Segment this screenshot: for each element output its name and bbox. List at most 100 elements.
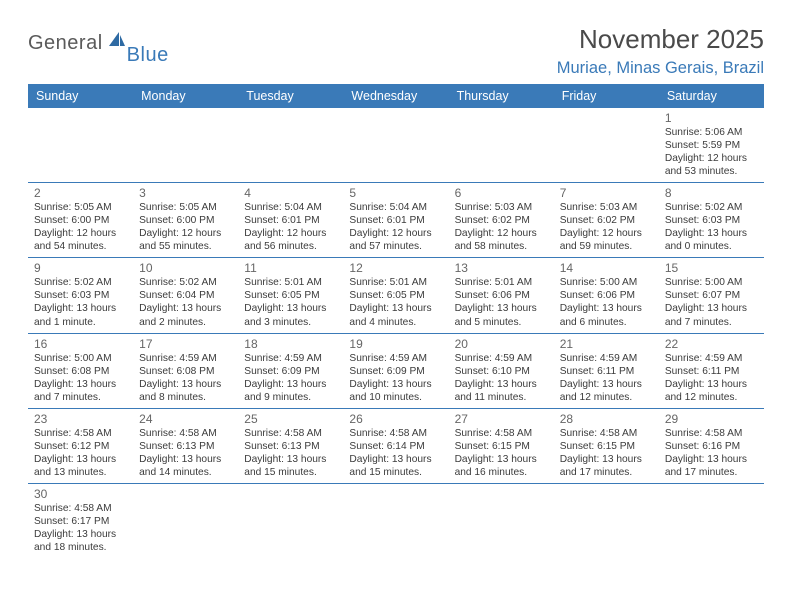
day-cell: 3Sunrise: 5:05 AMSunset: 6:00 PMDaylight… [133,183,238,257]
daylight-text-1: Daylight: 13 hours [34,528,127,541]
daylight-text-1: Daylight: 13 hours [244,378,337,391]
sunset-text: Sunset: 6:16 PM [665,440,758,453]
daylight-text-1: Daylight: 13 hours [139,302,232,315]
day-number: 10 [139,261,232,275]
sunrise-text: Sunrise: 4:58 AM [139,427,232,440]
day-info: Sunrise: 5:00 AMSunset: 6:06 PMDaylight:… [560,276,653,328]
sunset-text: Sunset: 6:11 PM [665,365,758,378]
daylight-text-2: and 13 minutes. [34,466,127,479]
daylight-text-2: and 8 minutes. [139,391,232,404]
daylight-text-2: and 18 minutes. [34,541,127,554]
daylight-text-1: Daylight: 13 hours [560,378,653,391]
day-info: Sunrise: 4:58 AMSunset: 6:14 PMDaylight:… [349,427,442,479]
day-cell: 8Sunrise: 5:02 AMSunset: 6:03 PMDaylight… [659,183,764,257]
sunset-text: Sunset: 6:10 PM [455,365,548,378]
sunrise-text: Sunrise: 4:58 AM [665,427,758,440]
daylight-text-1: Daylight: 13 hours [349,453,442,466]
daylight-text-1: Daylight: 12 hours [455,227,548,240]
day-cell: 30Sunrise: 4:58 AMSunset: 6:17 PMDayligh… [28,484,133,558]
sunset-text: Sunset: 6:06 PM [560,289,653,302]
day-cell: 25Sunrise: 4:58 AMSunset: 6:13 PMDayligh… [238,409,343,483]
daylight-text-1: Daylight: 12 hours [34,227,127,240]
daylight-text-2: and 58 minutes. [455,240,548,253]
day-number: 17 [139,337,232,351]
day-number: 26 [349,412,442,426]
location: Muriae, Minas Gerais, Brazil [557,59,764,78]
day-number: 3 [139,186,232,200]
sunset-text: Sunset: 6:05 PM [244,289,337,302]
sunrise-text: Sunrise: 5:02 AM [665,201,758,214]
day-header: Saturday [659,84,764,108]
sunrise-text: Sunrise: 4:59 AM [560,352,653,365]
daylight-text-1: Daylight: 13 hours [560,302,653,315]
day-info: Sunrise: 4:59 AMSunset: 6:11 PMDaylight:… [665,352,758,404]
day-header: Tuesday [238,84,343,108]
day-cell: 10Sunrise: 5:02 AMSunset: 6:04 PMDayligh… [133,258,238,332]
day-info: Sunrise: 5:05 AMSunset: 6:00 PMDaylight:… [139,201,232,253]
sunset-text: Sunset: 6:13 PM [139,440,232,453]
sunrise-text: Sunrise: 4:59 AM [665,352,758,365]
sunset-text: Sunset: 6:06 PM [455,289,548,302]
daylight-text-1: Daylight: 13 hours [34,378,127,391]
day-info: Sunrise: 4:59 AMSunset: 6:11 PMDaylight:… [560,352,653,404]
empty-cell [343,484,448,558]
day-cell: 7Sunrise: 5:03 AMSunset: 6:02 PMDaylight… [554,183,659,257]
daylight-text-2: and 4 minutes. [349,316,442,329]
week-row: 2Sunrise: 5:05 AMSunset: 6:00 PMDaylight… [28,183,764,258]
daylight-text-2: and 3 minutes. [244,316,337,329]
sunrise-text: Sunrise: 4:58 AM [34,502,127,515]
daylight-text-2: and 15 minutes. [244,466,337,479]
day-cell: 20Sunrise: 4:59 AMSunset: 6:10 PMDayligh… [449,334,554,408]
daylight-text-2: and 16 minutes. [455,466,548,479]
day-info: Sunrise: 5:04 AMSunset: 6:01 PMDaylight:… [244,201,337,253]
daylight-text-1: Daylight: 12 hours [244,227,337,240]
daylight-text-1: Daylight: 12 hours [665,152,758,165]
daylight-text-1: Daylight: 12 hours [139,227,232,240]
daylight-text-2: and 10 minutes. [349,391,442,404]
day-info: Sunrise: 5:00 AMSunset: 6:07 PMDaylight:… [665,276,758,328]
day-number: 23 [34,412,127,426]
daylight-text-1: Daylight: 13 hours [665,302,758,315]
day-info: Sunrise: 5:02 AMSunset: 6:03 PMDaylight:… [34,276,127,328]
day-number: 22 [665,337,758,351]
day-number: 21 [560,337,653,351]
day-number: 25 [244,412,337,426]
day-cell: 9Sunrise: 5:02 AMSunset: 6:03 PMDaylight… [28,258,133,332]
day-number: 8 [665,186,758,200]
day-header: Monday [133,84,238,108]
daylight-text-1: Daylight: 13 hours [349,302,442,315]
daylight-text-1: Daylight: 12 hours [560,227,653,240]
sunrise-text: Sunrise: 4:59 AM [244,352,337,365]
day-cell: 17Sunrise: 4:59 AMSunset: 6:08 PMDayligh… [133,334,238,408]
day-info: Sunrise: 5:01 AMSunset: 6:05 PMDaylight:… [244,276,337,328]
day-number: 2 [34,186,127,200]
sunset-text: Sunset: 5:59 PM [665,139,758,152]
sunrise-text: Sunrise: 5:00 AM [665,276,758,289]
day-header: Wednesday [343,84,448,108]
day-cell: 12Sunrise: 5:01 AMSunset: 6:05 PMDayligh… [343,258,448,332]
daylight-text-1: Daylight: 13 hours [244,302,337,315]
sunset-text: Sunset: 6:02 PM [455,214,548,227]
daylight-text-2: and 53 minutes. [665,165,758,178]
day-number: 28 [560,412,653,426]
day-cell: 11Sunrise: 5:01 AMSunset: 6:05 PMDayligh… [238,258,343,332]
sunset-text: Sunset: 6:02 PM [560,214,653,227]
day-cell: 13Sunrise: 5:01 AMSunset: 6:06 PMDayligh… [449,258,554,332]
empty-cell [238,108,343,182]
sunset-text: Sunset: 6:15 PM [455,440,548,453]
daylight-text-2: and 6 minutes. [560,316,653,329]
day-number: 4 [244,186,337,200]
sunset-text: Sunset: 6:07 PM [665,289,758,302]
day-cell: 14Sunrise: 5:00 AMSunset: 6:06 PMDayligh… [554,258,659,332]
empty-cell [659,484,764,558]
logo-text-general: General [28,32,103,55]
sunrise-text: Sunrise: 4:58 AM [455,427,548,440]
sunset-text: Sunset: 6:14 PM [349,440,442,453]
week-row: 9Sunrise: 5:02 AMSunset: 6:03 PMDaylight… [28,258,764,333]
day-cell: 16Sunrise: 5:00 AMSunset: 6:08 PMDayligh… [28,334,133,408]
sunrise-text: Sunrise: 5:03 AM [455,201,548,214]
daylight-text-2: and 11 minutes. [455,391,548,404]
day-info: Sunrise: 5:05 AMSunset: 6:00 PMDaylight:… [34,201,127,253]
sunset-text: Sunset: 6:15 PM [560,440,653,453]
sunset-text: Sunset: 6:08 PM [139,365,232,378]
